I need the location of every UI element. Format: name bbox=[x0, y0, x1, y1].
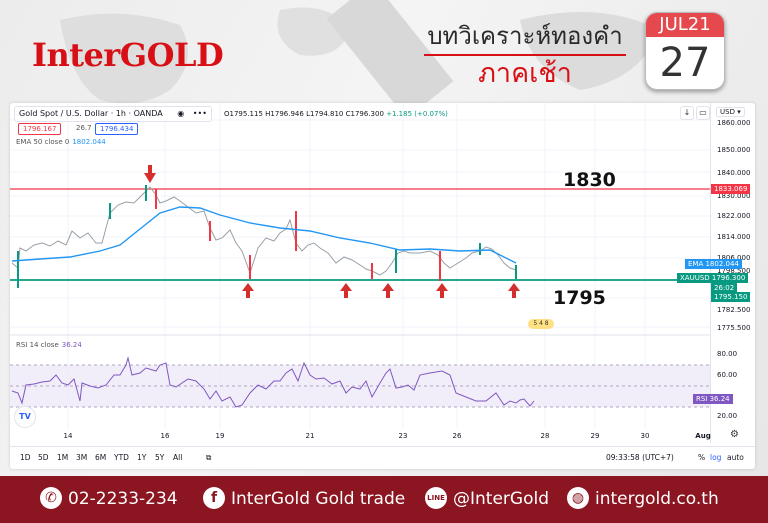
line-contact[interactable]: LINE @InterGold bbox=[425, 486, 549, 512]
arrow-markers bbox=[144, 165, 520, 298]
rsi-legend-label: RSI 14 close bbox=[16, 341, 59, 349]
close-value: C1796.300 bbox=[345, 110, 384, 118]
contact-footer: ✆ 02-2233-234 f InterGold Gold trade LINE @… bbox=[0, 476, 768, 523]
report-title: บทวิเคราะห์ทองคำ ภาคเช้า bbox=[420, 20, 630, 92]
website-url: intergold.co.th bbox=[595, 489, 719, 509]
ema-legend-label: EMA 50 close 0 bbox=[16, 138, 70, 146]
range-5y-button[interactable]: 5Y bbox=[155, 453, 165, 462]
open-value: O1795.115 bbox=[224, 110, 263, 118]
range-1y-button[interactable]: 1Y bbox=[137, 453, 147, 462]
settings-gear-icon[interactable]: ⚙ bbox=[730, 429, 739, 440]
globe-icon: ◍ bbox=[567, 486, 589, 509]
chart-plot-area[interactable] bbox=[10, 103, 710, 443]
line-icon: LINE bbox=[425, 486, 447, 509]
date-range-icon[interactable]: ⧉ bbox=[206, 453, 212, 462]
range-1m-button[interactable]: 1M bbox=[57, 453, 69, 462]
support-price-label: 1795.150 bbox=[711, 292, 751, 302]
phone-icon: ✆ bbox=[40, 486, 62, 509]
last-price-label: XAUUSD 1796.300 bbox=[677, 273, 749, 283]
ema-legend[interactable]: EMA 50 close 0 1802.044 bbox=[16, 138, 106, 146]
change-value: +1.185 (+0.07%) bbox=[386, 110, 448, 118]
symbol-title: Gold Spot / U.S. Dollar · 1h · OANDA bbox=[19, 109, 163, 118]
events-badge[interactable]: 5 4 8 bbox=[528, 319, 554, 329]
range-3m-button[interactable]: 3M bbox=[76, 453, 88, 462]
bar-countdown: 26:02 bbox=[711, 283, 738, 293]
rsi-line bbox=[11, 356, 535, 408]
log-toggle[interactable]: log bbox=[710, 453, 722, 462]
fullscreen-icon[interactable]: ▭ bbox=[696, 106, 710, 120]
rsi-legend[interactable]: RSI 14 close 36.24 bbox=[16, 341, 82, 349]
percent-toggle[interactable]: % bbox=[698, 453, 706, 462]
high-value: H1796.946 bbox=[265, 110, 304, 118]
price-axis[interactable]: 1860.000 1850.000 1840.000 1830.000 1822… bbox=[677, 103, 755, 443]
intergold-logo: InterGOLD bbox=[32, 36, 224, 74]
facebook-icon: f bbox=[203, 486, 225, 509]
calendar-icon: JUL21 27 bbox=[645, 12, 725, 90]
spread-value: 26.7 bbox=[72, 123, 96, 135]
tradingview-chart[interactable]: Gold Spot / U.S. Dollar · 1h · OANDA ◉ •… bbox=[10, 103, 755, 469]
line-id: @InterGold bbox=[453, 489, 549, 509]
range-6m-button[interactable]: 6M bbox=[95, 453, 107, 462]
title-divider bbox=[424, 54, 626, 56]
price-line bbox=[11, 186, 517, 276]
calendar-day: 27 bbox=[659, 40, 711, 86]
support-annotation: 1795 bbox=[553, 287, 606, 309]
buy-price-button[interactable]: 1796.434 bbox=[95, 123, 139, 135]
range-ytd-button[interactable]: YTD bbox=[114, 453, 129, 462]
ema-legend-value: 1802.044 bbox=[72, 138, 106, 146]
rsi-legend-value: 36.24 bbox=[61, 341, 82, 349]
range-1d-button[interactable]: 1D bbox=[20, 453, 31, 462]
facebook-contact[interactable]: f InterGold Gold trade bbox=[203, 486, 405, 512]
clock-time[interactable]: 09:33:58 (UTC+7) bbox=[606, 453, 674, 462]
low-value: L1794.810 bbox=[306, 110, 344, 118]
currency-label: USD bbox=[720, 108, 735, 116]
ema-line bbox=[11, 206, 517, 264]
website-contact[interactable]: ◍ intergold.co.th bbox=[567, 486, 719, 512]
facebook-name: InterGold Gold trade bbox=[231, 489, 406, 509]
range-all-button[interactable]: All bbox=[173, 453, 183, 462]
resistance-annotation: 1830 bbox=[563, 169, 616, 191]
title-gold-analysis: บทวิเคราะห์ทองคำ bbox=[427, 22, 623, 50]
scroll-down-icon[interactable]: ↓ bbox=[680, 106, 694, 120]
range-5d-button[interactable]: 5D bbox=[38, 453, 49, 462]
chart-bottom-toolbar: 1D 5D 1M 3M 6M YTD 1Y 5Y All ⧉ 09:33:58 … bbox=[10, 446, 755, 468]
eye-icon[interactable]: ◉ bbox=[177, 109, 185, 118]
phone-contact[interactable]: ✆ 02-2233-234 bbox=[40, 486, 178, 512]
auto-toggle[interactable]: auto bbox=[727, 453, 744, 462]
title-morning-session: ภาคเช้า bbox=[478, 58, 572, 89]
ohlc-values: O1795.115 H1796.946 L1794.810 C1796.300 … bbox=[224, 107, 448, 121]
symbol-legend[interactable]: Gold Spot / U.S. Dollar · 1h · OANDA ◉ •… bbox=[14, 106, 212, 122]
resistance-price-label: 1833.069 bbox=[711, 184, 751, 194]
tradingview-logo[interactable]: TV bbox=[14, 406, 36, 428]
phone-number: 02-2233-234 bbox=[68, 489, 178, 509]
time-axis[interactable]: 14 16 19 21 23 26 28 29 30 Aug bbox=[63, 432, 711, 440]
sell-price-button[interactable]: 1796.167 bbox=[18, 123, 62, 135]
ema-price-label: EMA 1802.044 bbox=[685, 259, 742, 269]
calendar-month: JUL21 bbox=[646, 13, 724, 37]
rsi-value-label: RSI 36.24 bbox=[693, 394, 733, 404]
more-icon[interactable]: ••• bbox=[192, 109, 207, 118]
currency-selector[interactable]: USD ▾ bbox=[716, 107, 745, 117]
